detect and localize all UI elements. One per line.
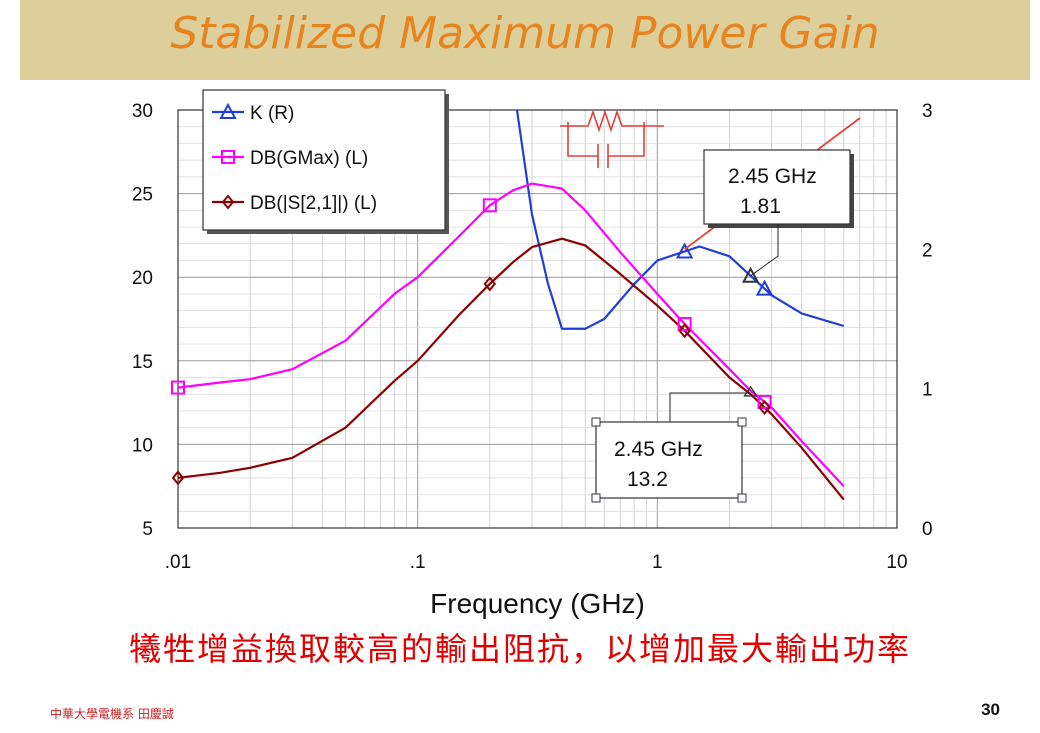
annotation-g-handle (737, 417, 747, 427)
y-left-tick-label: 15 (132, 352, 153, 373)
x-tick-label: 1 (652, 552, 663, 573)
series-marker-2 (678, 323, 691, 339)
y-left-tick-label: 30 (132, 101, 153, 122)
capacitor-sketch (567, 122, 645, 168)
annotation-g-freq: 2.45 GHz (614, 438, 703, 461)
series-line-1 (178, 182, 845, 487)
x-tick-label: .01 (165, 552, 191, 573)
annotation-k-box (703, 149, 851, 225)
slide-subtitle: 犧牲增益換取較高的輸出阻抗，以增加最大輸出功率 (128, 630, 911, 668)
title-bar: Stabilized Maximum Power Gain (20, 0, 1030, 80)
legend-marker-2 (221, 194, 235, 210)
y-left-tick-label: 25 (132, 185, 153, 206)
annotation-k-freq: 2.45 GHz (728, 165, 817, 188)
legend: K (R) DB(GMax) (L) DB(|S[2,1]|) (L) (202, 89, 449, 234)
footer-author: 中華大學電機系 田慶誠 (50, 707, 174, 721)
y-right-tick-label: 2 (922, 240, 933, 261)
legend-marker-1 (221, 150, 235, 164)
legend-box (202, 89, 446, 231)
annotation-g-value: 13.2 (627, 468, 668, 491)
plot-frame (177, 109, 898, 529)
legend-label-2: DB(|S[2,1]|) (L) (250, 193, 377, 214)
legend-label-1: DB(GMax) (L) (250, 148, 368, 169)
x-axis-label: Frequency (GHz) (430, 588, 645, 619)
series-group (178, 110, 845, 501)
annotation-g-box (595, 421, 743, 499)
resistor-sketch (560, 109, 664, 133)
annotation-k-value: 1.81 (740, 195, 781, 218)
y-right-tick-label: 3 (922, 101, 933, 122)
series-marker-2 (171, 470, 185, 486)
series-marker-1 (677, 317, 692, 332)
annotation-g-leader (669, 392, 751, 422)
series-marker-0 (675, 242, 694, 259)
page-number: 30 (981, 700, 1000, 719)
legend-marker-0 (219, 102, 237, 119)
y-right-tick-label: 0 (922, 519, 933, 540)
y-left-tick-label: 20 (132, 268, 153, 289)
annotation-g-handle (591, 493, 601, 503)
x-tick-label: 10 (886, 552, 907, 573)
series-marker-2 (483, 276, 497, 292)
x-tick-label: .1 (410, 552, 426, 573)
circuit-sketch (560, 109, 664, 168)
series-line-0 (515, 110, 845, 330)
series-marker-1 (757, 394, 772, 409)
annotation-g-handle (737, 493, 747, 503)
slide-title: Stabilized Maximum Power Gain (170, 8, 880, 59)
y-left-tick-label: 5 (142, 519, 153, 540)
marker-group (171, 198, 774, 486)
y-right-tick-label: 1 (922, 380, 933, 401)
y-left-tick-label: 10 (132, 435, 153, 456)
legend-label-0: K (R) (250, 103, 294, 124)
series-marker-0 (755, 279, 774, 296)
annotation-k-marker (741, 266, 760, 283)
series-marker-1 (482, 198, 497, 213)
annotation-g-marker (743, 385, 758, 397)
annotation-k-leader (750, 224, 779, 277)
series-line-2 (178, 237, 845, 501)
series-marker-1 (171, 380, 185, 395)
series-marker-2 (758, 399, 771, 416)
annotation-g-handle (591, 417, 601, 427)
